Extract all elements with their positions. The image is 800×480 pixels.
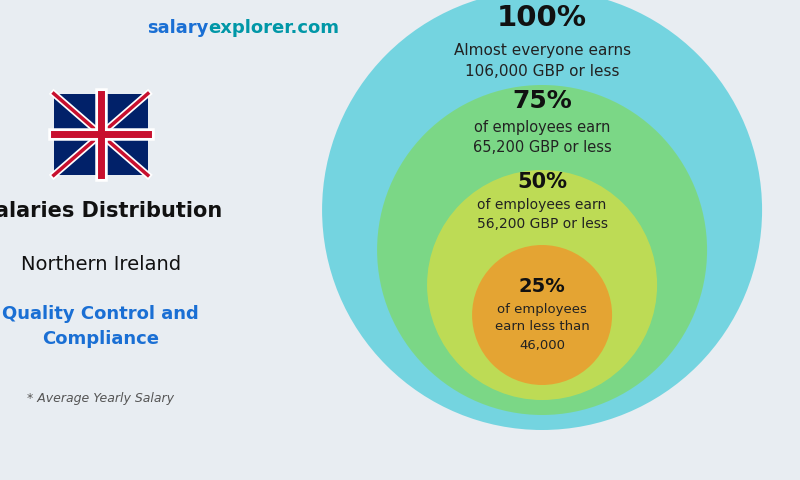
- Text: explorer.com: explorer.com: [208, 19, 339, 37]
- Text: Quality Control and
Compliance: Quality Control and Compliance: [2, 305, 199, 348]
- Bar: [54, 94, 148, 175]
- Text: of employees earn: of employees earn: [478, 199, 606, 213]
- Text: 106,000 GBP or less: 106,000 GBP or less: [465, 64, 619, 80]
- Text: 56,200 GBP or less: 56,200 GBP or less: [477, 217, 607, 231]
- Text: Northern Ireland: Northern Ireland: [21, 254, 181, 274]
- Text: Salaries Distribution: Salaries Distribution: [0, 201, 222, 221]
- Text: 65,200 GBP or less: 65,200 GBP or less: [473, 140, 611, 155]
- Text: 46,000: 46,000: [519, 338, 565, 351]
- Text: 75%: 75%: [512, 88, 572, 112]
- Text: salary: salary: [146, 19, 208, 37]
- Text: of employees earn: of employees earn: [474, 120, 610, 135]
- Ellipse shape: [472, 245, 612, 385]
- Ellipse shape: [322, 0, 762, 430]
- Text: 100%: 100%: [497, 4, 587, 32]
- Text: earn less than: earn less than: [494, 321, 590, 334]
- Ellipse shape: [377, 85, 707, 415]
- Text: Almost everyone earns: Almost everyone earns: [454, 43, 630, 58]
- Text: of employees: of employees: [497, 302, 587, 315]
- Text: 50%: 50%: [517, 172, 567, 192]
- Text: * Average Yearly Salary: * Average Yearly Salary: [27, 392, 174, 405]
- Text: 25%: 25%: [518, 277, 566, 297]
- Ellipse shape: [427, 170, 657, 400]
